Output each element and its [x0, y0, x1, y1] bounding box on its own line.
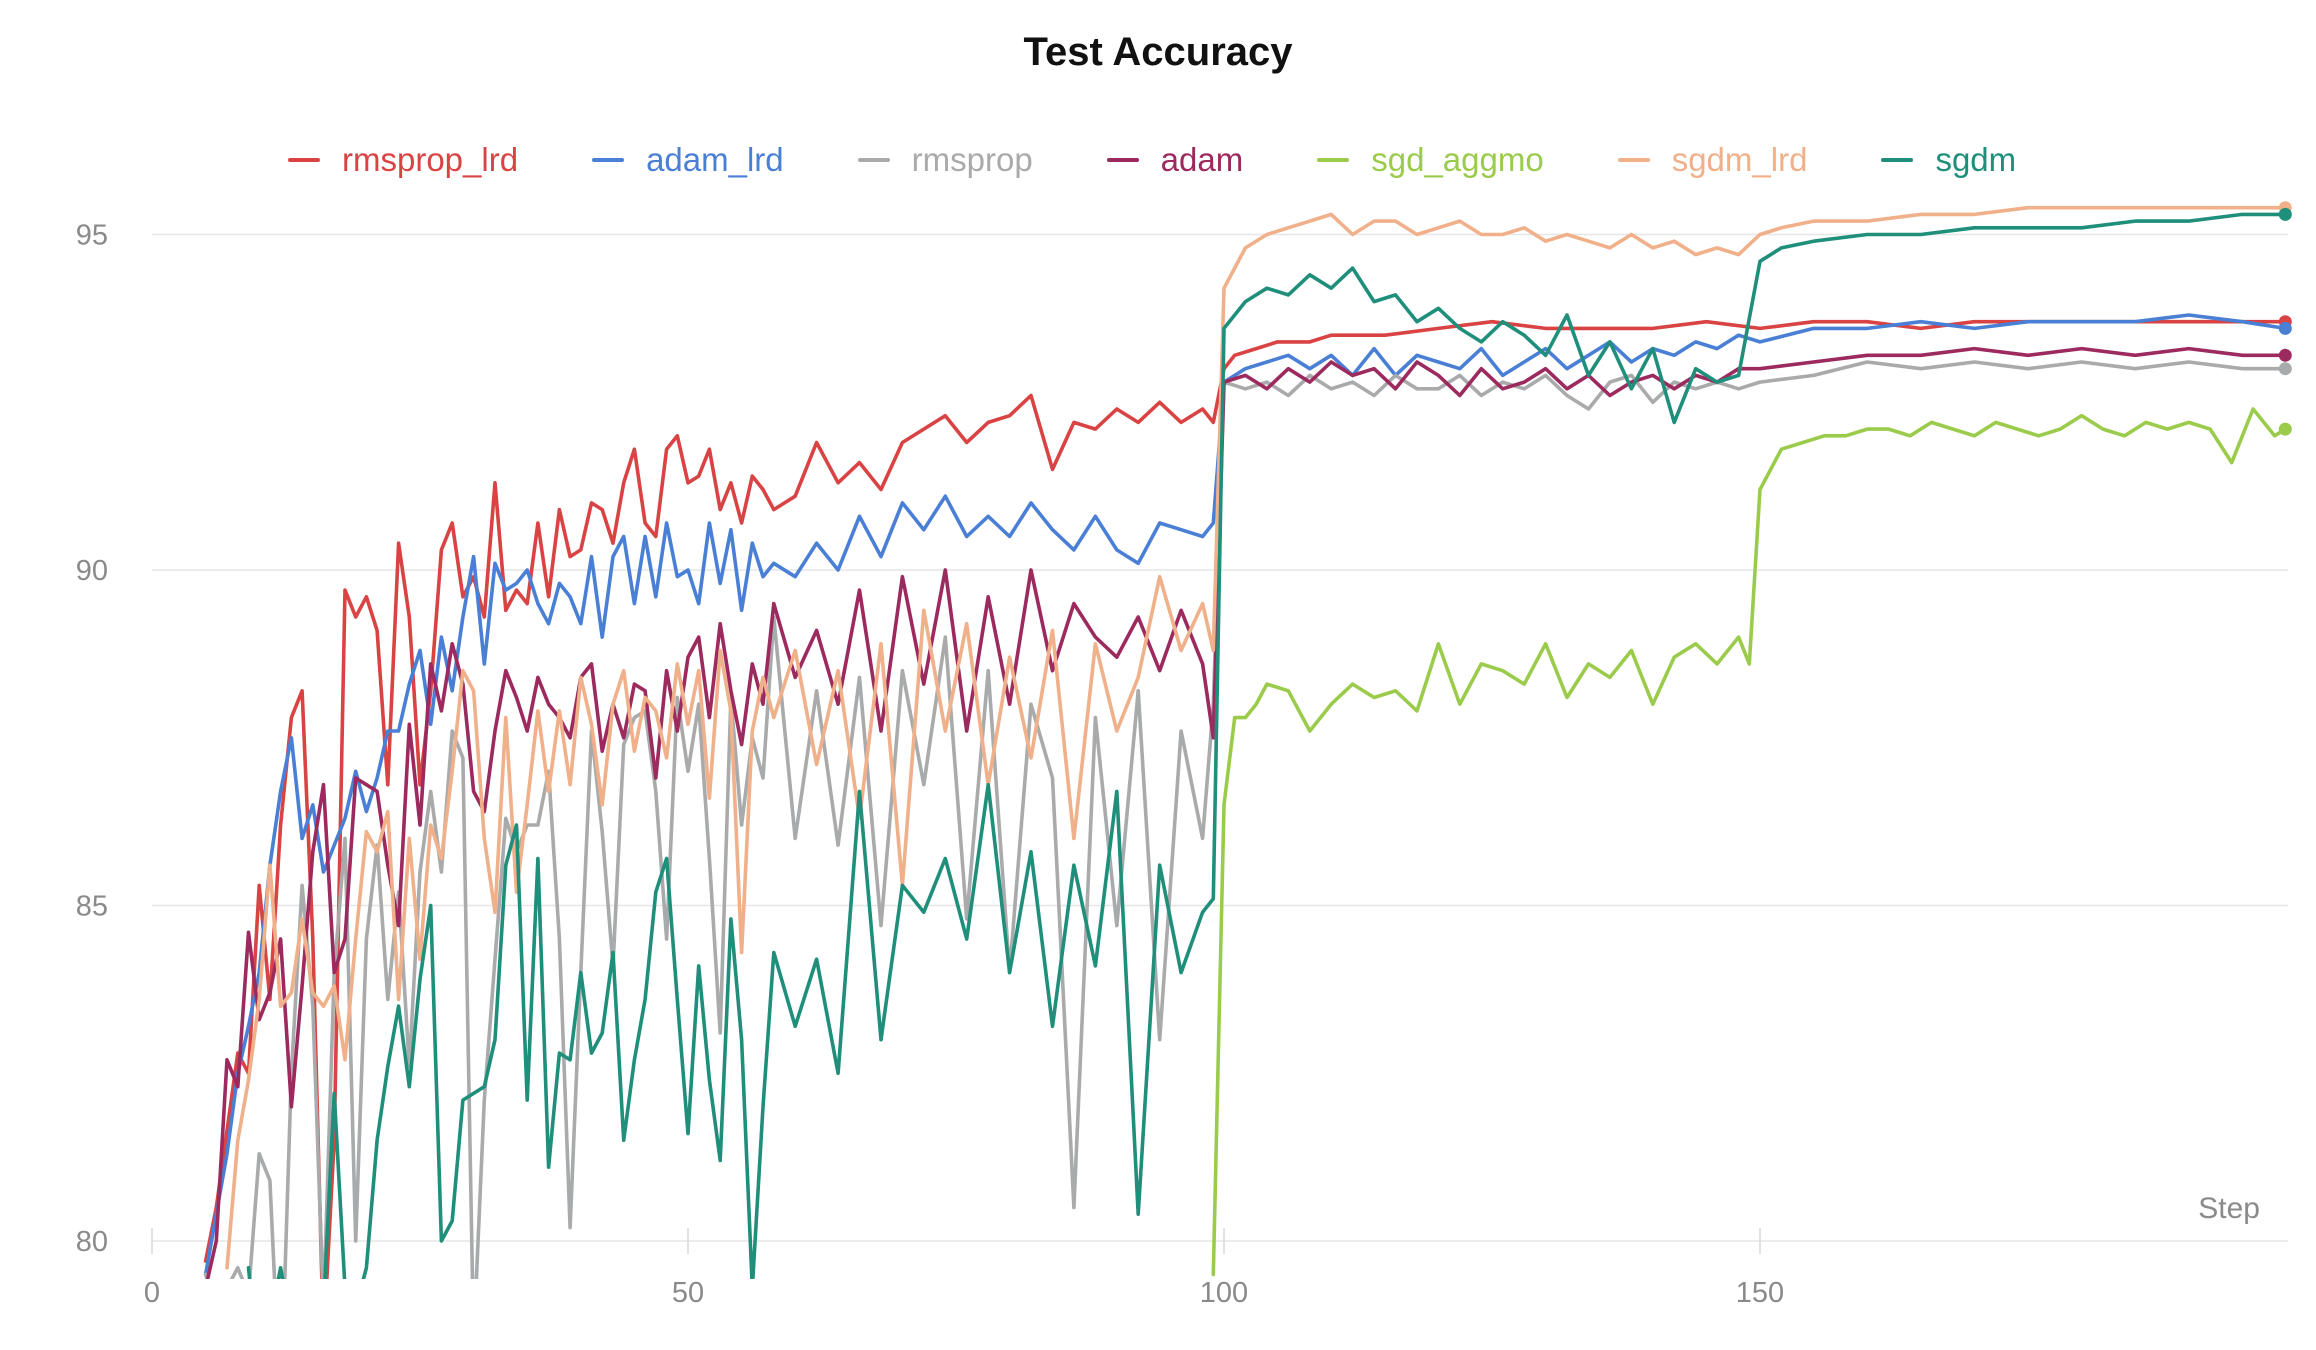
legend-item-sgd_aggmo[interactable]: sgd_aggmo — [1317, 141, 1544, 179]
end-marker-sgdm[interactable] — [2278, 207, 2292, 221]
legend-item-adam_lrd[interactable]: adam_lrd — [592, 141, 784, 179]
legend-swatch — [592, 158, 625, 162]
legend-swatch — [1617, 158, 1650, 162]
y-tick-label: 85 — [76, 891, 108, 923]
end-marker-rmsprop[interactable] — [2278, 362, 2292, 376]
x-tick-label: 150 — [1736, 1277, 1784, 1309]
legend-label: rmsprop — [911, 141, 1033, 178]
legend-label: sgd_aggmo — [1371, 141, 1544, 178]
legend-swatch — [1106, 158, 1139, 162]
legend-item-sgdm_lrd[interactable]: sgdm_lrd — [1617, 141, 1808, 179]
legend-label: adam_lrd — [646, 141, 784, 178]
end-markers — [2278, 201, 2292, 436]
series-line-sgdm[interactable] — [246, 212, 2288, 1350]
chart-title: Test Accuracy — [1023, 30, 1293, 74]
legend-label: rmsprop_lrd — [342, 141, 519, 178]
x-axis: 0 50 100 150 — [144, 1228, 1784, 1309]
end-marker-sgd_aggmo[interactable] — [2278, 422, 2292, 436]
legend-label: sgdm — [1935, 141, 2017, 178]
x-axis-label: Step — [2198, 1192, 2260, 1225]
legend-item-rmsprop[interactable]: rmsprop — [857, 141, 1033, 179]
legend-swatch — [1317, 158, 1350, 162]
legend-item-adam[interactable]: adam — [1106, 141, 1244, 179]
x-tick-label: 50 — [672, 1277, 704, 1309]
legend-swatch — [288, 158, 320, 162]
series-line-sgd_aggmo[interactable] — [1211, 407, 2288, 1277]
legend-label: sgdm_lrd — [1671, 141, 1808, 178]
legend: rmsprop_lrd adam_lrd rmsprop adam sgd_aggmo s… — [288, 135, 2090, 185]
series-lines — [203, 205, 2288, 1350]
series-line-adam[interactable] — [205, 346, 2288, 1288]
legend-item-rmsprop_lrd[interactable]: rmsprop_lrd — [288, 141, 518, 179]
y-tick-label: 90 — [76, 555, 108, 587]
series-line-adam_lrd[interactable] — [203, 313, 2288, 1277]
series-line-rmsprop[interactable] — [203, 360, 2288, 1350]
legend-item-sgdm[interactable]: sgdm — [1881, 141, 2016, 179]
x-tick-label: 0 — [144, 1277, 160, 1309]
y-tick-label: 80 — [76, 1226, 108, 1258]
y-tick-label: 95 — [76, 220, 108, 252]
end-marker-adam_lrd[interactable] — [2278, 321, 2292, 335]
legend-label: adam — [1160, 141, 1244, 178]
legend-swatch — [1881, 158, 1914, 162]
series-line-sgdm_lrd[interactable] — [225, 205, 2288, 1270]
x-tick-label: 100 — [1200, 1277, 1248, 1309]
end-marker-adam[interactable] — [2278, 348, 2292, 362]
legend-swatch — [857, 158, 890, 162]
series-line-rmsprop_lrd[interactable] — [203, 319, 2288, 1342]
